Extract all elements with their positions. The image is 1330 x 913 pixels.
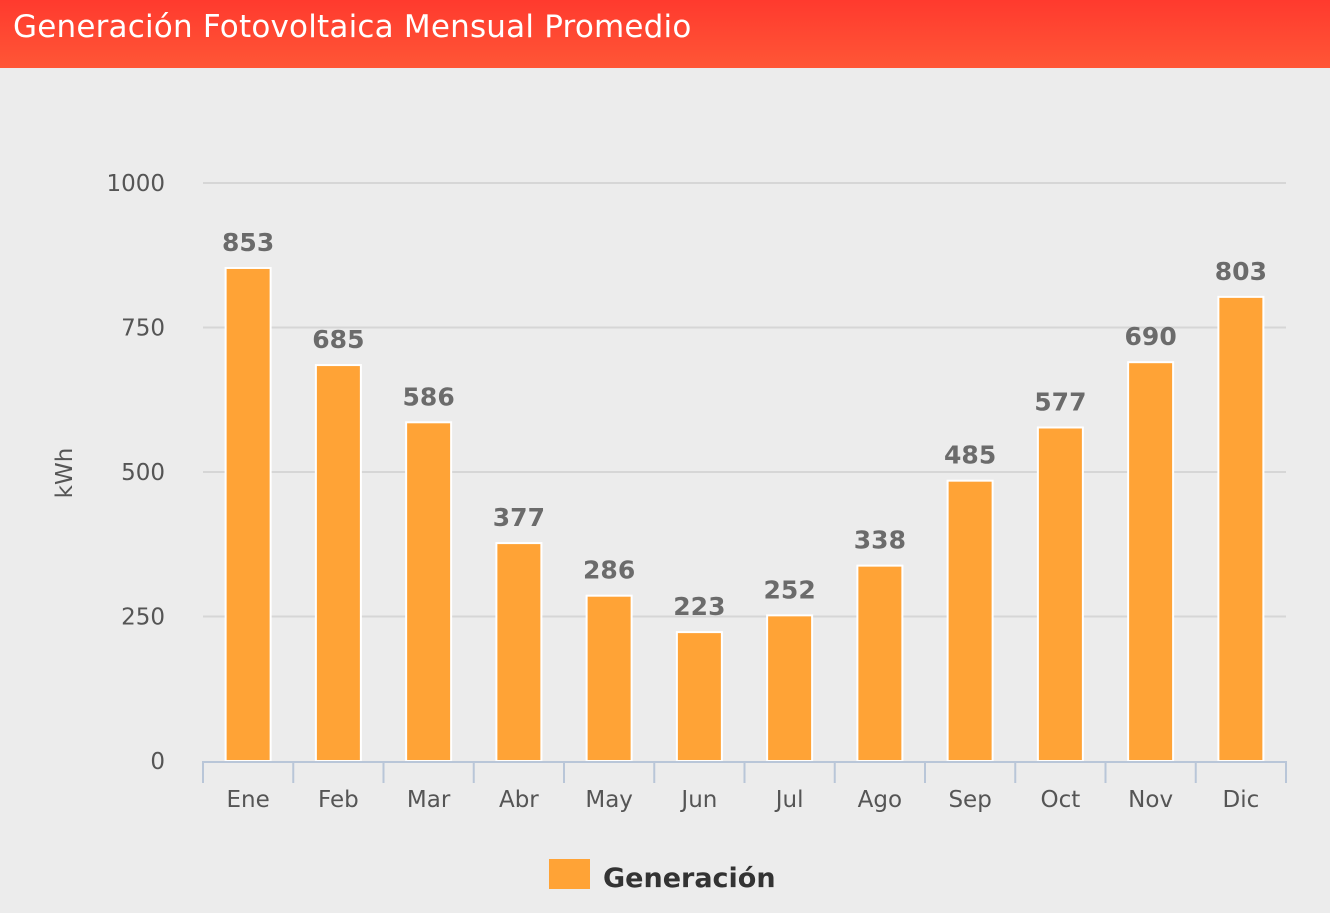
- data-label: 803: [1215, 257, 1267, 286]
- bar-dic[interactable]: [1217, 295, 1265, 762]
- bar-jun[interactable]: [675, 631, 723, 763]
- legend[interactable]: Generación: [549, 859, 776, 894]
- bar-may[interactable]: [585, 594, 633, 763]
- data-label: 377: [493, 503, 545, 532]
- data-label: 690: [1125, 322, 1177, 351]
- data-label: 586: [403, 382, 455, 411]
- data-labels: 853 685 586 377 286 223 252 338 485 577 690 803: [222, 228, 1267, 621]
- y-tick-label: 500: [121, 460, 165, 486]
- x-tick-label: Dic: [1223, 787, 1260, 813]
- y-tick-label: 250: [121, 605, 165, 631]
- x-axis: Ene Feb Mar Abr May Jun Jul Ago Sep Oct Nov Dic: [202, 761, 1287, 813]
- x-tick-label: Nov: [1128, 787, 1173, 813]
- data-label: 485: [944, 441, 996, 470]
- bar-feb[interactable]: [314, 364, 362, 762]
- y-tick-label: 0: [150, 749, 165, 775]
- bar-mar[interactable]: [405, 421, 453, 762]
- x-tick-label: Ago: [858, 787, 902, 813]
- data-label: 338: [854, 526, 906, 555]
- y-axis-title: kWh: [52, 448, 78, 499]
- data-label: 853: [222, 228, 274, 257]
- bar-ene[interactable]: [224, 266, 272, 762]
- y-axis-ticks: 0 250 500 750 1000: [106, 171, 165, 775]
- x-tick-label: Mar: [407, 787, 451, 813]
- x-tick-label: Jul: [774, 787, 804, 813]
- x-tick-label: Sep: [948, 787, 991, 813]
- bar-jul[interactable]: [766, 614, 814, 762]
- y-tick-label: 1000: [106, 171, 165, 197]
- chart-header: Generación Fotovoltaica Mensual Promedio: [0, 0, 1330, 68]
- bar-ago[interactable]: [856, 564, 904, 762]
- y-tick-label: 750: [121, 316, 165, 342]
- x-tick-label: Jun: [679, 787, 717, 813]
- x-tick-label: May: [585, 787, 633, 813]
- x-tick-label: Abr: [499, 787, 539, 813]
- bar-sep[interactable]: [946, 479, 994, 762]
- data-label: 223: [673, 592, 725, 621]
- data-label: 286: [583, 556, 635, 585]
- x-tick-label: Feb: [318, 787, 359, 813]
- x-tick-label: Ene: [226, 787, 269, 813]
- bars: [224, 266, 1265, 763]
- bar-nov[interactable]: [1127, 361, 1175, 762]
- gridlines: [203, 182, 1286, 618]
- chart-title: Generación Fotovoltaica Mensual Promedio: [13, 9, 692, 45]
- bar-abr[interactable]: [495, 542, 543, 762]
- data-label: 577: [1034, 387, 1086, 416]
- bar-chart: 0 250 500 750 1000 853 685 586 377 286 223 252 338 4…: [52, 171, 1287, 894]
- data-label: 685: [312, 325, 364, 354]
- bar-oct[interactable]: [1036, 426, 1084, 762]
- legend-swatch: [549, 859, 590, 889]
- x-tick-label: Oct: [1040, 787, 1080, 813]
- data-label: 252: [764, 575, 816, 604]
- legend-label: Generación: [603, 863, 776, 894]
